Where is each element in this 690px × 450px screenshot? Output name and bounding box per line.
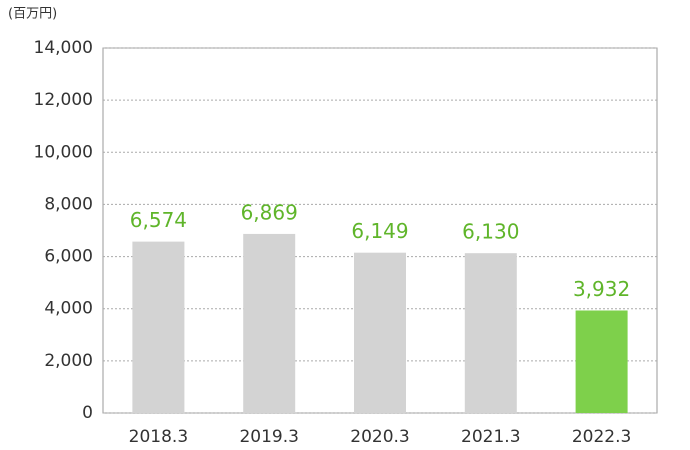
bar [575, 310, 628, 413]
bar [354, 252, 406, 413]
y-tick-label: 2,000 [44, 351, 93, 371]
value-label: 3,932 [573, 277, 630, 301]
value-label: 6,130 [462, 220, 519, 244]
y-tick-label: 10,000 [34, 142, 93, 162]
x-tick-label: 2019.3 [239, 427, 298, 447]
y-tick-label: 8,000 [44, 194, 93, 214]
value-label: 6,869 [241, 200, 298, 224]
value-label: 6,574 [130, 208, 187, 232]
y-tick-label: 0 [82, 403, 93, 423]
value-label: 6,149 [351, 219, 408, 243]
y-tick-label: 6,000 [44, 247, 93, 267]
bar [464, 253, 517, 413]
bar [243, 233, 296, 413]
y-tick-label: 14,000 [34, 38, 93, 58]
x-tick-label: 2022.3 [572, 427, 631, 447]
unit-label: (百万円) [8, 7, 57, 22]
x-tick-label: 2020.3 [350, 427, 409, 447]
y-tick-label: 4,000 [44, 299, 93, 319]
y-tick-label: 12,000 [34, 90, 93, 110]
x-tick-label: 2021.3 [461, 427, 520, 447]
x-tick-label: 2018.3 [129, 427, 188, 447]
bar [132, 241, 185, 413]
